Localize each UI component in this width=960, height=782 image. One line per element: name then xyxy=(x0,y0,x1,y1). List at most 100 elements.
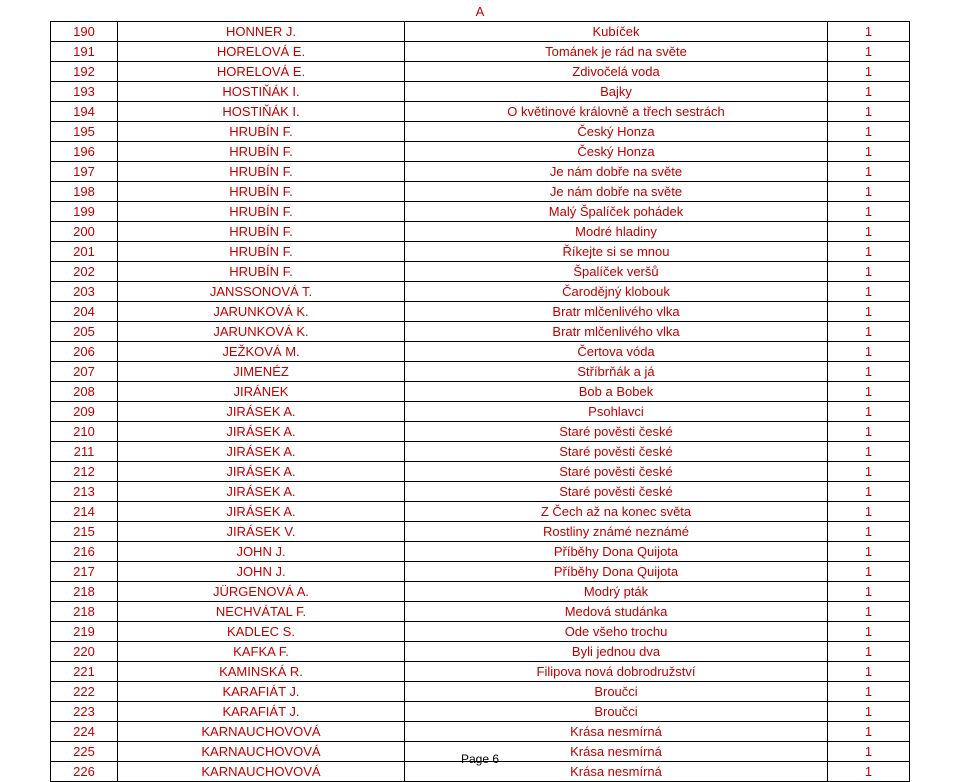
cell-qty: 1 xyxy=(828,562,910,582)
cell-title: Říkejte si se mnou xyxy=(405,242,828,262)
cell-num: 218 xyxy=(51,602,118,622)
table-row: 190HONNER J.Kubíček1 xyxy=(51,22,910,42)
cell-title: Rostliny známé neznámé xyxy=(405,522,828,542)
cell-num: 204 xyxy=(51,302,118,322)
cell-author: HONNER J. xyxy=(118,22,405,42)
cell-qty: 1 xyxy=(828,382,910,402)
cell-author: JARUNKOVÁ K. xyxy=(118,302,405,322)
table-row: 192HORELOVÁ E.Zdivočelá voda1 xyxy=(51,62,910,82)
table-row: 221KAMINSKÁ R.Filipova nová dobrodružstv… xyxy=(51,662,910,682)
cell-author: KARAFIÁT J. xyxy=(118,682,405,702)
cell-num: 206 xyxy=(51,342,118,362)
table-row: 207JIMENÉZStříbrňák a já1 xyxy=(51,362,910,382)
cell-title: Zdivočelá voda xyxy=(405,62,828,82)
cell-qty: 1 xyxy=(828,502,910,522)
table-row: 220KAFKA F.Byli jednou dva1 xyxy=(51,642,910,662)
table-row: 193HOSTIŇÁK I.Bajky1 xyxy=(51,82,910,102)
table-row: 195HRUBÍN F.Český Honza1 xyxy=(51,122,910,142)
cell-num: 214 xyxy=(51,502,118,522)
cell-author: KARNAUCHOVOVÁ xyxy=(118,722,405,742)
cell-author: KARAFIÁT J. xyxy=(118,702,405,722)
table-row: 222KARAFIÁT J.Broučci1 xyxy=(51,682,910,702)
table-row: 216JOHN J.Příběhy Dona Quijota1 xyxy=(51,542,910,562)
cell-num: 195 xyxy=(51,122,118,142)
cell-title: Bratr mlčenlivého vlka xyxy=(405,302,828,322)
cell-num: 200 xyxy=(51,222,118,242)
cell-num: 199 xyxy=(51,202,118,222)
cell-title: Broučci xyxy=(405,702,828,722)
cell-title: Psohlavci xyxy=(405,402,828,422)
cell-title: Filipova nová dobrodružství xyxy=(405,662,828,682)
table-row: 213JIRÁSEK A.Staré pověsti české1 xyxy=(51,482,910,502)
cell-qty: 1 xyxy=(828,242,910,262)
cell-num: 217 xyxy=(51,562,118,582)
cell-qty: 1 xyxy=(828,362,910,382)
cell-qty: 1 xyxy=(828,102,910,122)
cell-num: 194 xyxy=(51,102,118,122)
cell-author: HRUBÍN F. xyxy=(118,202,405,222)
cell-author: JIMENÉZ xyxy=(118,362,405,382)
cell-title: Čarodějný klobouk xyxy=(405,282,828,302)
cell-author: JIRÁSEK A. xyxy=(118,482,405,502)
cell-num: 192 xyxy=(51,62,118,82)
table-row: 204JARUNKOVÁ K.Bratr mlčenlivého vlka1 xyxy=(51,302,910,322)
cell-author: JIRÁNEK xyxy=(118,382,405,402)
cell-qty: 1 xyxy=(828,62,910,82)
cell-qty: 1 xyxy=(828,522,910,542)
cell-author: JOHN J. xyxy=(118,542,405,562)
table-row: 196HRUBÍN F.Český Honza1 xyxy=(51,142,910,162)
cell-title: Kubíček xyxy=(405,22,828,42)
cell-title: Broučci xyxy=(405,682,828,702)
cell-num: 224 xyxy=(51,722,118,742)
cell-num: 215 xyxy=(51,522,118,542)
cell-title: Staré pověsti české xyxy=(405,482,828,502)
cell-title: Špalíček veršů xyxy=(405,262,828,282)
cell-num: 216 xyxy=(51,542,118,562)
cell-author: HRUBÍN F. xyxy=(118,222,405,242)
table-row: 217JOHN J.Příběhy Dona Quijota1 xyxy=(51,562,910,582)
table-row: 191HORELOVÁ E.Tománek je rád na světe1 xyxy=(51,42,910,62)
cell-qty: 1 xyxy=(828,702,910,722)
table-row: 215JIRÁSEK V.Rostliny známé neznámé1 xyxy=(51,522,910,542)
cell-author: NECHVÁTAL F. xyxy=(118,602,405,622)
cell-qty: 1 xyxy=(828,162,910,182)
cell-num: 191 xyxy=(51,42,118,62)
cell-author: HRUBÍN F. xyxy=(118,242,405,262)
cell-title: Příběhy Dona Quijota xyxy=(405,562,828,582)
cell-num: 213 xyxy=(51,482,118,502)
cell-title: Medová studánka xyxy=(405,602,828,622)
cell-author: KAMINSKÁ R. xyxy=(118,662,405,682)
table-row: 206JEŽKOVÁ M.Čertova vóda1 xyxy=(51,342,910,362)
table-row: 210JIRÁSEK A.Staré pověsti české1 xyxy=(51,422,910,442)
cell-title: Z Čech až na konec světa xyxy=(405,502,828,522)
cell-qty: 1 xyxy=(828,302,910,322)
cell-title: Staré pověsti české xyxy=(405,442,828,462)
table-row: 218JÜRGENOVÁ A.Modrý pták1 xyxy=(51,582,910,602)
cell-qty: 1 xyxy=(828,122,910,142)
cell-qty: 1 xyxy=(828,202,910,222)
cell-title: Český Honza xyxy=(405,122,828,142)
cell-author: JIRÁSEK A. xyxy=(118,442,405,462)
cell-title: Tománek je rád na světe xyxy=(405,42,828,62)
table-row: 197HRUBÍN F.Je nám dobře na světe1 xyxy=(51,162,910,182)
page-header: A xyxy=(50,0,910,21)
cell-qty: 1 xyxy=(828,662,910,682)
table-row: 208JIRÁNEKBob a Bobek1 xyxy=(51,382,910,402)
table-row: 211JIRÁSEK A.Staré pověsti české1 xyxy=(51,442,910,462)
cell-author: JOHN J. xyxy=(118,562,405,582)
table-row: 218NECHVÁTAL F.Medová studánka1 xyxy=(51,602,910,622)
cell-num: 208 xyxy=(51,382,118,402)
cell-author: HORELOVÁ E. xyxy=(118,62,405,82)
cell-title: Bratr mlčenlivého vlka xyxy=(405,322,828,342)
cell-author: JANSSONOVÁ T. xyxy=(118,282,405,302)
cell-qty: 1 xyxy=(828,582,910,602)
cell-qty: 1 xyxy=(828,402,910,422)
table-row: 205JARUNKOVÁ K.Bratr mlčenlivého vlka1 xyxy=(51,322,910,342)
cell-title: Příběhy Dona Quijota xyxy=(405,542,828,562)
cell-num: 210 xyxy=(51,422,118,442)
table-row: 212JIRÁSEK A.Staré pověsti české1 xyxy=(51,462,910,482)
cell-qty: 1 xyxy=(828,642,910,662)
cell-num: 207 xyxy=(51,362,118,382)
cell-qty: 1 xyxy=(828,42,910,62)
table-row: 209JIRÁSEK A.Psohlavci1 xyxy=(51,402,910,422)
